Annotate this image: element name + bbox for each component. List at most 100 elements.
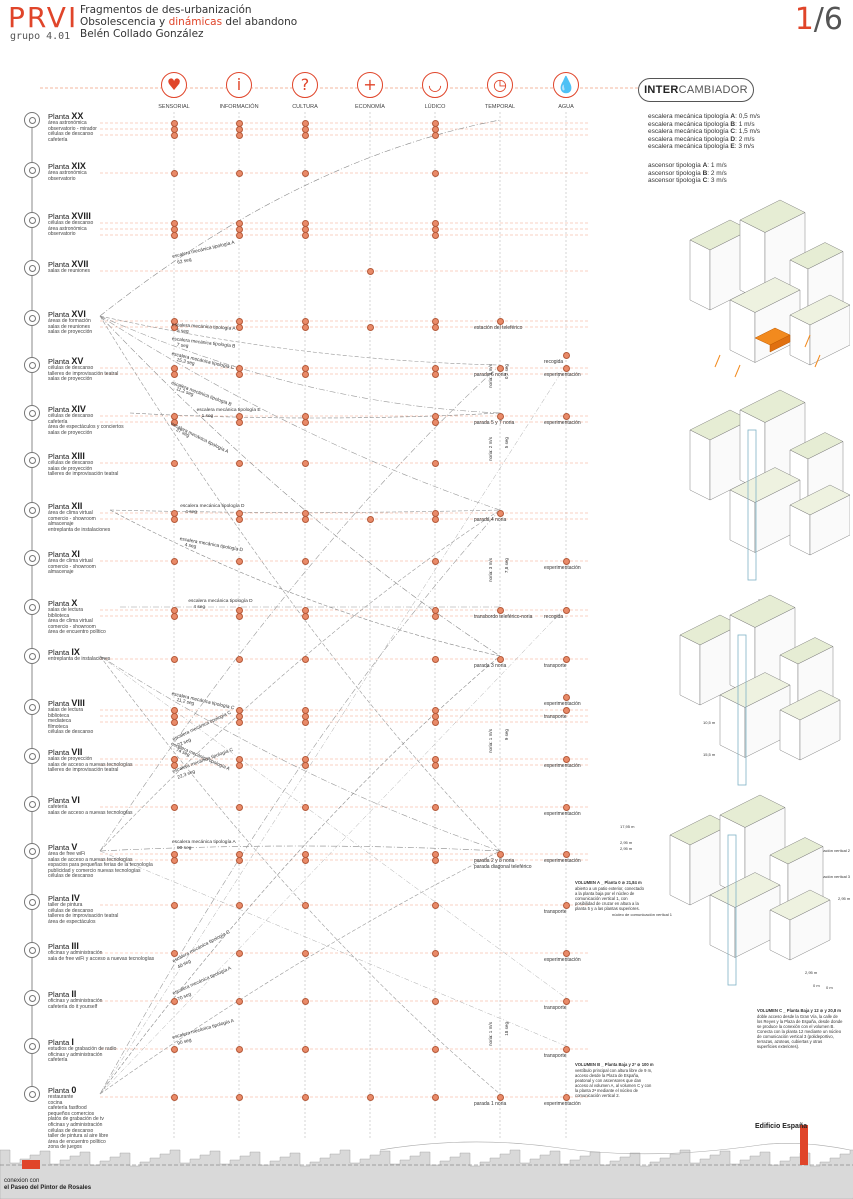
category-label-1: SENSORIAL bbox=[158, 104, 190, 110]
activity-dot bbox=[301, 231, 309, 239]
floor-activity: comercio - showroom bbox=[48, 563, 96, 570]
agua-dot bbox=[562, 412, 570, 420]
agua-dot bbox=[562, 655, 570, 663]
agua-dot bbox=[562, 557, 570, 565]
floor-name: Planta III bbox=[48, 941, 79, 951]
floor-marker bbox=[24, 699, 40, 715]
floor-activity: salas de lectura bbox=[48, 707, 84, 713]
floor-activity: almacenaje bbox=[48, 569, 74, 576]
temporal-label: parada diagonal teleférico bbox=[474, 864, 532, 870]
floor-activity: entreplanta de instalaciones bbox=[48, 656, 111, 662]
temporal-dot bbox=[496, 364, 504, 372]
floor-activity: filmoteca bbox=[48, 723, 69, 730]
agua-dot bbox=[562, 1045, 570, 1053]
intercambiador-badge: INTER CAMBIADOR bbox=[638, 78, 754, 102]
agua-label: transporte bbox=[544, 663, 567, 669]
floor-activity: taller de pintura al aire libre bbox=[48, 1133, 109, 1140]
activity-dot bbox=[235, 901, 243, 909]
floor-marker bbox=[24, 942, 40, 958]
floor-activity: oficinas y administración bbox=[48, 1051, 103, 1058]
floor-name: Planta IV bbox=[48, 893, 80, 903]
flow-label: escalera mecánica tipología A bbox=[169, 422, 229, 456]
building-face bbox=[799, 699, 841, 761]
temporal-dot bbox=[496, 412, 504, 420]
activity-dot bbox=[431, 459, 439, 467]
dimension-label: 2,95 m bbox=[838, 896, 851, 901]
floor-activity: área de encuentro político bbox=[48, 629, 106, 636]
activity-dot bbox=[431, 997, 439, 1005]
floor-name: Planta VII bbox=[48, 747, 83, 757]
temporal-label: parada 5 y 7 noria bbox=[474, 420, 515, 426]
floor-marker bbox=[24, 1086, 40, 1102]
floor-name: Planta X bbox=[48, 598, 78, 608]
agua-dot bbox=[562, 1093, 570, 1101]
floor-activity: oficinas y administración bbox=[48, 950, 103, 956]
smile-icon: ◡ bbox=[422, 72, 448, 98]
building-face bbox=[809, 304, 850, 366]
floor-activity: observatorio bbox=[48, 231, 76, 238]
flow-time: 5 seg bbox=[176, 328, 189, 335]
floor-activity: células de descanso bbox=[48, 460, 94, 466]
activity-dot bbox=[431, 370, 439, 378]
floor-activity: cocina bbox=[48, 1099, 63, 1106]
activity-dot bbox=[301, 901, 309, 909]
floor-marker bbox=[24, 452, 40, 468]
escalera-flow-line bbox=[99, 655, 501, 1095]
activity-dot bbox=[235, 370, 243, 378]
agua-dot bbox=[562, 706, 570, 714]
floor-marker bbox=[24, 1038, 40, 1054]
activity-dot bbox=[235, 718, 243, 726]
activity-dot bbox=[170, 901, 178, 909]
escalera-spec: escalera mecánica tipología E: 3 m/s bbox=[648, 143, 755, 151]
floor-marker bbox=[24, 990, 40, 1006]
escalera-flow-line bbox=[99, 315, 501, 414]
floor-activity: observatorio bbox=[48, 175, 76, 182]
temporal-dot bbox=[496, 655, 504, 663]
escalera-flow-line bbox=[99, 509, 501, 852]
dimension-label: 15,5 m bbox=[703, 752, 716, 757]
floor-marker bbox=[24, 843, 40, 859]
floor-activity: oficinas y administración bbox=[48, 1122, 103, 1128]
activity-dot bbox=[235, 459, 243, 467]
agua-dot bbox=[562, 755, 570, 763]
floor-activity: comercio - showroom bbox=[48, 623, 96, 630]
floor-marker bbox=[24, 405, 40, 421]
activity-dot bbox=[170, 323, 178, 331]
activity-dot bbox=[431, 418, 439, 426]
flow-label: escalera mecánica tipología A bbox=[172, 1019, 235, 1042]
activity-dot bbox=[170, 1045, 178, 1053]
dimension-label: 2,95 m bbox=[620, 840, 633, 845]
escaleras-legend: escalera mecánica tipología A: 0,5 m/s es… bbox=[648, 113, 760, 151]
escalera-flow-line bbox=[99, 655, 501, 852]
activity-dot bbox=[235, 655, 243, 663]
activity-dot bbox=[431, 856, 439, 864]
escalera-spec: escalera mecánica tipología B: 1 m/s bbox=[648, 120, 755, 128]
building-face bbox=[689, 239, 711, 311]
activity-dot bbox=[431, 718, 439, 726]
temporal-label: parada 2 y 8 noria bbox=[474, 858, 515, 864]
floor-name: Planta XVIII bbox=[48, 211, 91, 221]
noria-time: 0,2 seg bbox=[504, 364, 509, 380]
activity-dot bbox=[235, 803, 243, 811]
activity-dot bbox=[170, 231, 178, 239]
floor-activity: área de clima virtual bbox=[48, 618, 93, 625]
activity-dot bbox=[170, 557, 178, 565]
flow-time: 90 seg bbox=[177, 1038, 193, 1048]
agua-label: transporte bbox=[544, 1005, 567, 1011]
building-face bbox=[689, 429, 711, 501]
category-label-4: ECONOMÍA bbox=[355, 104, 385, 110]
plus-icon: + bbox=[357, 72, 383, 98]
floor-activity: pequeños comercios bbox=[48, 1110, 95, 1117]
activity-dot bbox=[431, 655, 439, 663]
group-label: grupo 4.01 bbox=[10, 31, 71, 42]
floor-activity: restaurante bbox=[48, 1094, 74, 1100]
activity-dot bbox=[431, 231, 439, 239]
flow-time: 7 seg bbox=[176, 343, 189, 350]
highlight-volume bbox=[769, 334, 791, 353]
escalera-flow-line bbox=[99, 655, 501, 1095]
floor-marker bbox=[24, 796, 40, 812]
floor-name: Planta XIII bbox=[48, 451, 85, 461]
agua-label: transporte bbox=[544, 1053, 567, 1059]
